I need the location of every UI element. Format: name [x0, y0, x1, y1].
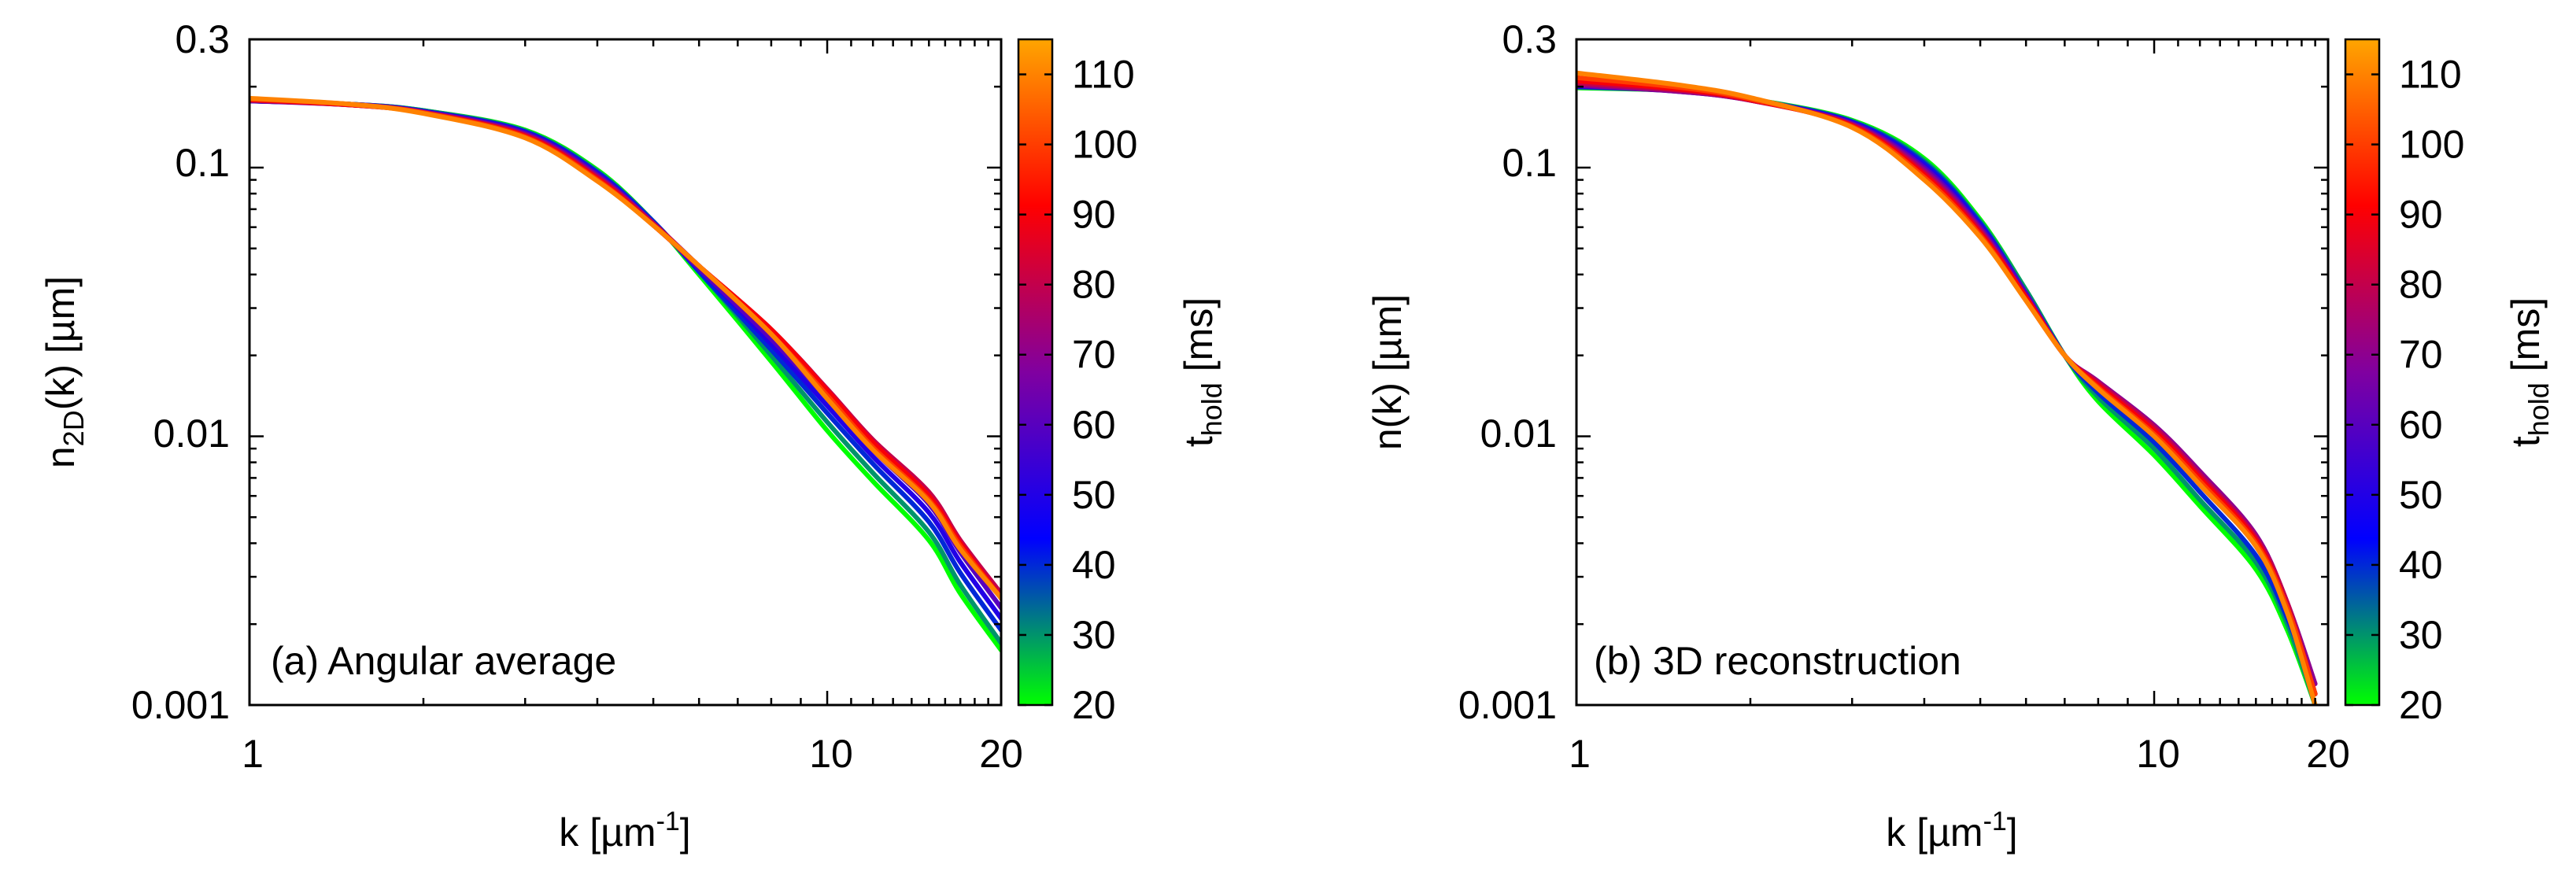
panel-b-colorbar-tick-label: 70 [2399, 333, 2443, 377]
panel-b-colorbar-tick-label: 80 [2399, 263, 2443, 307]
panel-b-y-tick-0.3: 0.3 [1502, 17, 1557, 61]
panel-a-colorbar-title: thold [ms] [1177, 297, 1228, 447]
panel-a-colorbar-tick-label: 70 [1072, 333, 1116, 377]
panel-b-y-tick-0.01: 0.01 [1480, 412, 1557, 456]
panel-a-colorbar [1017, 38, 1054, 707]
panel-a-series-t20 [249, 98, 1001, 653]
panel-a-series-t40 [249, 98, 1001, 633]
panel-b-y-axis-title: n(k) [µm] [1366, 294, 1410, 450]
panel-a-frame [248, 38, 1003, 707]
panel-b-frame [1575, 38, 2330, 707]
panel-a-series-t90 [249, 97, 1001, 601]
panel-b-colorbar-tick-label: 110 [2399, 53, 2462, 97]
panel-b: 0.3 0.1 0.01 0.001 1 10 20 k [µm-1] n(k)… [1366, 17, 2555, 855]
panel-a-colorbar-tick-label: 60 [1072, 403, 1116, 447]
panel-b-series-t80 [1576, 80, 2318, 696]
panel-b-colorbar-tick-label: 90 [2399, 193, 2443, 237]
panel-b-y-tick-0.001: 0.001 [1458, 683, 1557, 727]
panel-a-x-tick-1: 1 [242, 732, 264, 776]
panel-b-colorbar-tick-label: 60 [2399, 403, 2443, 447]
panel-a-colorbar-ticks: 20 30 40 50 60 70 80 90 100 110 [1018, 53, 1137, 727]
panel-b-colorbar-tick-label: 20 [2399, 683, 2443, 727]
panel-b-x-tick-1: 1 [1569, 732, 1591, 776]
panel-a-x-axis-title: k [µm-1] [559, 807, 690, 855]
panel-b-colorbar-tick-label: 50 [2399, 473, 2443, 517]
panel-a-label: (a) Angular average [271, 639, 616, 683]
panel-b-label: (b) 3D reconstruction [1594, 639, 1961, 683]
panel-a-colorbar-tick-label: 100 [1072, 123, 1137, 167]
panel-a: 0.3 0.1 0.01 0.001 1 10 20 k [µm-1] n2D(… [39, 17, 1228, 855]
panel-a-curves [249, 95, 1001, 653]
panel-a-colorbar-tick-label: 80 [1072, 263, 1116, 307]
panel-a-series-t100 [249, 96, 1001, 601]
panel-b-series-t100 [1576, 75, 2318, 696]
panel-a-series-t60 [249, 98, 1001, 611]
panel-b-colorbar-tick-label: 100 [2399, 123, 2464, 167]
panel-a-y-axis-title: n2D(k) [µm] [39, 276, 90, 468]
panel-b-y-tick-0.1: 0.1 [1502, 141, 1557, 185]
panel-b-series-t110 [1576, 70, 2318, 705]
panel-a-colorbar-tick-label: 110 [1072, 53, 1135, 97]
panel-b-colorbar-title: thold [ms] [2504, 297, 2555, 447]
panel-a-series-t80 [249, 98, 1001, 596]
panel-a-series-t70 [249, 98, 1001, 601]
panel-b-colorbar [2344, 38, 2381, 707]
panel-b-series-t70 [1576, 82, 2318, 686]
panel-a-x-tick-20: 20 [979, 732, 1023, 776]
panel-a-y-tick-0.01: 0.01 [153, 412, 230, 456]
panel-a-colorbar-tick-label: 20 [1072, 683, 1116, 727]
panel-b-colorbar-tick-label: 30 [2399, 613, 2443, 657]
panel-a-ticks [248, 38, 1003, 707]
panel-b-x-tick-10: 10 [2136, 732, 2180, 776]
panel-a-series-t50 [249, 98, 1001, 621]
panel-b-colorbar-ticks: 20 30 40 50 60 70 80 90 100 110 [2345, 53, 2464, 727]
panel-a-y-tick-0.1: 0.1 [175, 141, 230, 185]
panel-b-series-t90 [1576, 78, 2318, 696]
panel-a-series-t30 [249, 98, 1001, 646]
panel-b-curves [1576, 70, 2318, 705]
panel-b-colorbar-tick-label: 40 [2399, 543, 2443, 587]
panel-a-colorbar-tick-label: 40 [1072, 543, 1116, 587]
panel-b-x-tick-20: 20 [2306, 732, 2350, 776]
panel-a-y-tick-0.3: 0.3 [175, 17, 230, 61]
panel-a-colorbar-tick-label: 90 [1072, 193, 1116, 237]
panel-b-x-axis-title: k [µm-1] [1886, 807, 2017, 855]
panel-a-y-tick-0.001: 0.001 [131, 683, 230, 727]
panel-a-colorbar-tick-label: 50 [1072, 473, 1116, 517]
panel-a-x-tick-10: 10 [809, 732, 853, 776]
panel-a-series-t110 [249, 95, 1001, 601]
panel-b-ticks [1575, 38, 2330, 707]
panel-a-colorbar-tick-label: 30 [1072, 613, 1116, 657]
